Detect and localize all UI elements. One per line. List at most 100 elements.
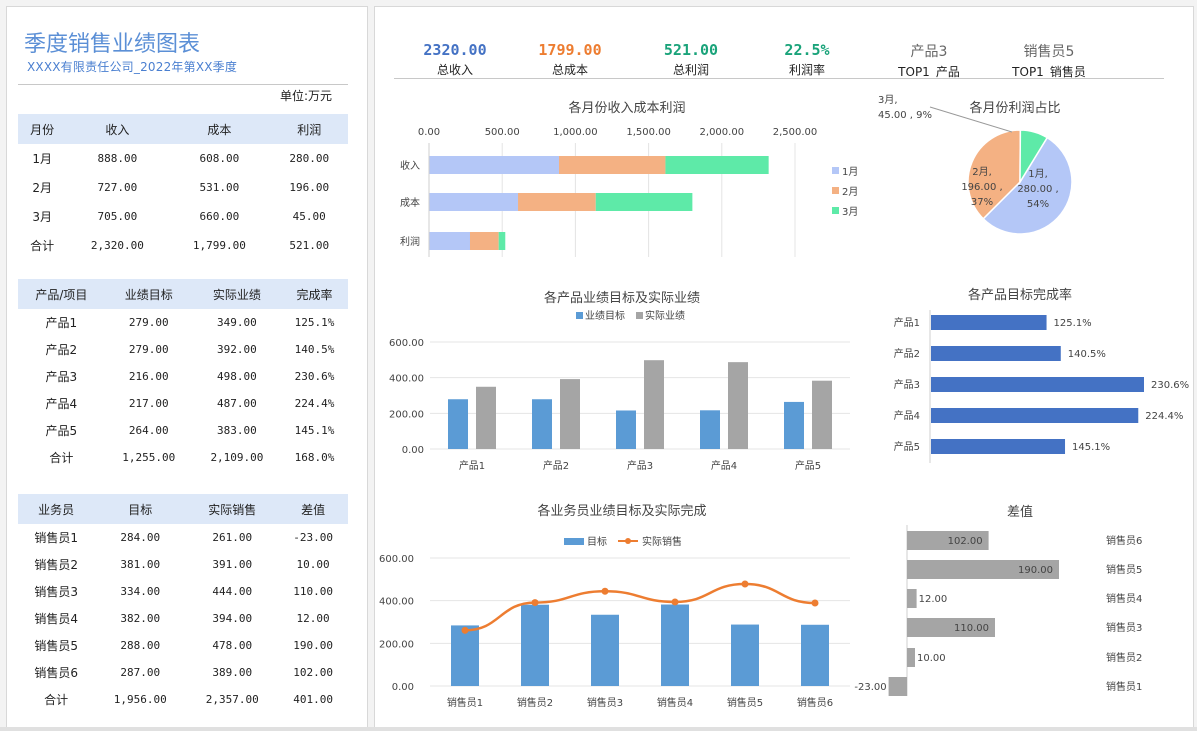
kpi-divider — [394, 78, 1164, 79]
chart-title: 各月份收入成本利润 — [568, 100, 685, 116]
table-cell: 264.00 — [128, 424, 169, 437]
table-cell: 销售员6 — [34, 666, 78, 680]
table-cell: 145.1% — [294, 424, 335, 437]
x-tick-label: 产品3 — [627, 459, 653, 472]
bar-segment — [469, 232, 499, 250]
sheet-tab-bar[interactable] — [0, 727, 1197, 731]
table-cell: 660.00 — [199, 210, 240, 223]
table-cell: 168.0% — [294, 451, 335, 464]
table-header-row: 月份 收入 成本 利润 — [18, 114, 348, 144]
kpi-value: 22.5% — [784, 41, 830, 59]
data-label: 145.1% — [1072, 442, 1110, 453]
data-label: 102.00 — [948, 536, 983, 547]
slice-label: 45.00 , 9% — [878, 110, 932, 121]
table-cell: 1,799.00 — [192, 239, 246, 252]
slice-label: 3月, — [878, 94, 898, 106]
table-cell: 391.00 — [212, 558, 253, 571]
bar-segment — [665, 156, 769, 174]
y-tick-label: 利润 — [400, 235, 420, 248]
category-label: 销售员6 — [1106, 534, 1142, 547]
bar-segment — [429, 232, 470, 250]
y-tick-label: 产品5 — [894, 440, 920, 453]
table-cell: 销售员1 — [34, 531, 78, 545]
table-cell: 2,109.00 — [210, 451, 264, 464]
column-header: 利润 — [270, 114, 348, 144]
difference-bar-chart: 差值 102.00 销售员6 190.00 销售员5 12.00 销售员4 110.00 销售员… — [854, 504, 1142, 696]
table-cell: 401.00 — [293, 693, 333, 706]
table-cell: 110.00 — [293, 585, 333, 598]
table-cell: 381.00 — [120, 558, 161, 571]
table-cell: 合计 — [44, 693, 69, 707]
table-cell: 102.00 — [293, 666, 333, 679]
bar — [907, 589, 917, 608]
y-tick-label: 200.00 — [389, 409, 424, 420]
y-tick-label: 400.00 — [379, 597, 414, 608]
bar — [907, 560, 1059, 579]
table-header-row: 产品/项目 业绩目标 实际业绩 完成率 — [18, 279, 348, 309]
column-header: 完成率 — [281, 279, 348, 309]
table-cell: 216.00 — [128, 370, 169, 383]
x-tick-label: 销售员5 — [727, 696, 763, 709]
kpi-value: 产品3 — [910, 44, 948, 60]
x-tick-label: 产品1 — [459, 459, 485, 472]
table-cell: 产品3 — [45, 370, 78, 384]
column-header: 差值 — [278, 494, 348, 524]
table-cell: 45.00 — [292, 210, 326, 223]
table-cell: 合计 — [49, 451, 74, 465]
table-cell: 279.00 — [128, 316, 169, 329]
kpi-card: 2320.00 总收入 — [400, 41, 510, 78]
y-tick-label: 产品3 — [894, 378, 920, 391]
table-cell: 销售员3 — [34, 585, 78, 599]
bar — [907, 648, 915, 667]
slice-label: 1月, — [1028, 168, 1048, 180]
title-divider — [18, 84, 348, 85]
chart-title: 差值 — [1007, 504, 1033, 520]
legend-label: 1月 — [842, 166, 858, 178]
legend-swatch — [832, 167, 839, 174]
data-label: 12.00 — [919, 594, 948, 605]
table-cell: 349.00 — [217, 316, 257, 329]
kpi-label: TOP1_销售员 — [1012, 65, 1086, 79]
table-cell: 217.00 — [128, 397, 169, 410]
slice-label: 196.00 , — [961, 182, 1002, 193]
bar-segment — [429, 156, 560, 174]
table-cell: 383.00 — [217, 424, 257, 437]
bar — [931, 346, 1061, 361]
table-cell: 销售员5 — [34, 639, 78, 653]
x-tick-label: 1,500.00 — [626, 127, 671, 138]
table-cell: 1,956.00 — [113, 693, 167, 706]
legend-label: 2月 — [842, 186, 858, 198]
bar — [931, 377, 1144, 392]
table-cell: -23.00 — [293, 531, 333, 544]
table-cell: 280.00 — [289, 152, 330, 165]
table-row: 销售员5 288.00 478.00 190.00 — [18, 632, 348, 659]
chart-title: 各月份利润占比 — [969, 100, 1060, 116]
table-row: 合计 1,255.00 2,109.00 168.0% — [18, 444, 348, 471]
bar-segment — [429, 193, 519, 211]
kpi-label: 总成本 — [551, 63, 588, 77]
x-tick-label: 销售员1 — [447, 696, 483, 709]
x-tick-label: 1,000.00 — [553, 127, 598, 138]
table-cell: 288.00 — [120, 639, 161, 652]
table-row: 销售员4 382.00 394.00 12.00 — [18, 605, 348, 632]
slice-label: 2月, — [972, 166, 992, 178]
legend-swatch — [636, 312, 643, 319]
table-cell: 190.00 — [293, 639, 333, 652]
table-cell: 498.00 — [217, 370, 257, 383]
line-point — [601, 587, 609, 595]
bar — [931, 408, 1139, 423]
table-cell: 531.00 — [199, 181, 240, 194]
y-tick-label: 400.00 — [389, 374, 424, 385]
data-label: -23.00 — [854, 682, 886, 693]
unit-label: 单位:万元 — [280, 89, 333, 103]
column-bar — [616, 410, 636, 449]
line-point — [811, 599, 819, 607]
bar-segment — [518, 193, 596, 211]
column-bar — [560, 379, 580, 449]
table-row: 产品4 217.00 487.00 224.4% — [18, 390, 348, 417]
table-cell: 125.1% — [294, 316, 335, 329]
x-tick-label: 2,500.00 — [773, 127, 818, 138]
table-row: 产品3 216.00 498.00 230.6% — [18, 363, 348, 390]
data-label: 190.00 — [1018, 565, 1053, 576]
